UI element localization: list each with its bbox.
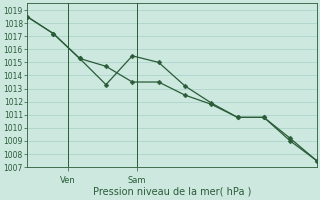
X-axis label: Pression niveau de la mer( hPa ): Pression niveau de la mer( hPa ) (92, 187, 251, 197)
